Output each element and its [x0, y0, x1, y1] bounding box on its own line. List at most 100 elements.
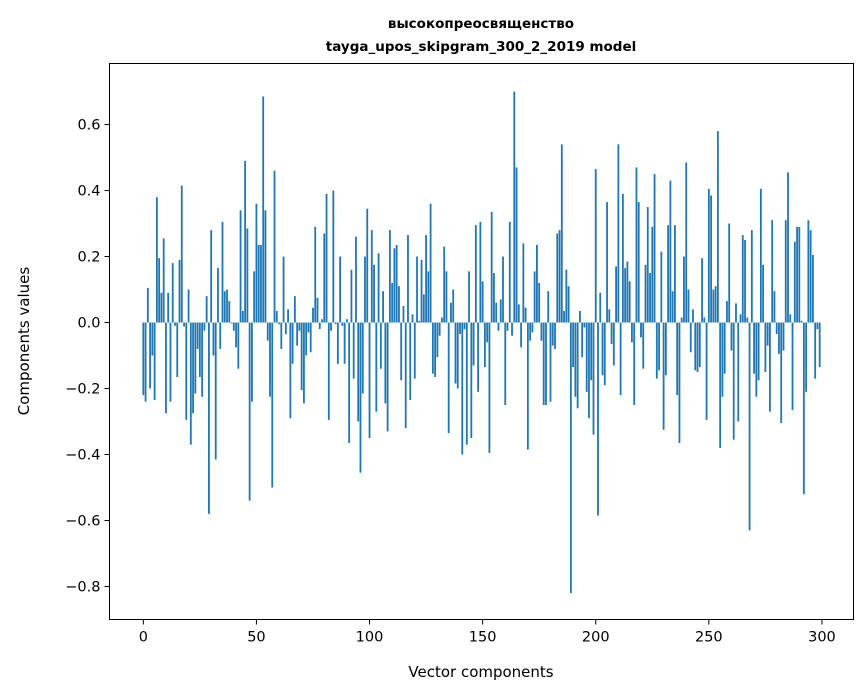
bar-component-264: [739, 314, 742, 323]
bar-component-285: [787, 172, 789, 323]
bar-component-2: [146, 287, 149, 323]
bar-component-151: [483, 322, 486, 368]
ticks-group: 0 50 100 150 200 250 300 −0.8 −0.6 −0.4 −0.2 0.0 0.2…: [65, 118, 836, 646]
bar-component-297: [814, 322, 817, 379]
bar-component-25: [198, 322, 201, 377]
bar-component-73: [307, 322, 310, 333]
bar-component-39: [230, 322, 233, 324]
bar-component-143: [465, 322, 468, 445]
bar-component-276: [766, 322, 769, 346]
bar-component-124: [422, 294, 425, 323]
bar-component-203: [601, 322, 604, 376]
bar-component-234: [671, 291, 674, 323]
bar-component-205: [606, 202, 608, 323]
x-tick-label: 300: [808, 630, 836, 646]
bar-component-194: [581, 322, 584, 358]
bar-component-243: [692, 309, 694, 323]
bar-component-13: [171, 263, 174, 323]
bar-component-107: [384, 322, 387, 404]
bar-component-40: [232, 322, 235, 331]
bar-component-208: [612, 322, 615, 366]
bar-component-257: [723, 322, 726, 374]
bar-component-216: [631, 322, 633, 343]
bar-component-99: [366, 208, 369, 323]
x-tick-label: 250: [695, 630, 723, 646]
bar-component-38: [228, 301, 231, 323]
bar-component-189: [569, 322, 572, 594]
bar-component-200: [594, 169, 597, 323]
x-tick-label: 0: [139, 630, 148, 646]
bar-component-147: [474, 225, 477, 323]
bar-component-227: [655, 322, 658, 379]
bar-component-6: [155, 197, 158, 323]
bar-component-274: [762, 264, 765, 323]
bar-component-71: [303, 322, 305, 404]
bar-component-68: [296, 322, 299, 346]
bar-component-35: [221, 221, 224, 323]
bar-component-105: [379, 322, 382, 369]
bar-component-24: [196, 322, 199, 349]
bar-component-286: [789, 314, 792, 323]
bar-component-87: [339, 256, 342, 323]
bar-component-206: [608, 309, 611, 323]
bar-component-113: [398, 286, 400, 323]
bar-component-14: [174, 322, 176, 326]
bar-component-299: [818, 322, 821, 368]
bar-component-136: [450, 302, 452, 323]
bar-component-27: [203, 322, 206, 331]
bar-component-133: [443, 246, 446, 323]
y-axis-label: Components values: [15, 267, 33, 416]
bar-component-277: [769, 322, 771, 412]
bar-component-86: [336, 322, 339, 364]
bar-component-137: [452, 289, 455, 323]
y-tick-label: 0.0: [77, 316, 100, 332]
y-tick-label: −0.8: [65, 580, 100, 596]
bar-component-213: [624, 268, 627, 323]
bar-component-126: [427, 271, 430, 323]
x-tick-label: 100: [356, 630, 384, 646]
bar-component-172: [531, 322, 534, 333]
bar-component-185: [560, 144, 563, 323]
bar-component-121: [416, 256, 418, 323]
bar-component-178: [545, 322, 547, 406]
bar-component-79: [321, 319, 323, 323]
bar-component-191: [574, 322, 577, 397]
bar-component-184: [558, 230, 561, 323]
bar-component-175: [538, 282, 541, 323]
bar-component-247: [701, 258, 703, 323]
bar-component-233: [669, 180, 672, 323]
bar-component-212: [621, 193, 624, 323]
bar-component-164: [513, 91, 516, 323]
bar-component-111: [393, 248, 396, 323]
bar-component-146: [472, 322, 475, 366]
bar-component-214: [626, 261, 629, 323]
bar-component-229: [660, 251, 663, 323]
bar-component-130: [436, 322, 439, 358]
bar-component-273: [759, 188, 762, 323]
bar-component-248: [703, 317, 706, 323]
bar-component-235: [674, 225, 676, 323]
bar-component-197: [588, 322, 590, 419]
bar-component-237: [678, 322, 681, 443]
bar-component-139: [456, 322, 459, 389]
bar-component-41: [235, 322, 237, 348]
bar-component-255: [719, 322, 722, 448]
bar-component-281: [778, 322, 780, 354]
bar-component-171: [529, 322, 532, 341]
chart-title-line-2: tayga_upos_skipgram_300_2_2019 model: [326, 39, 637, 55]
bar-component-161: [506, 322, 509, 331]
bar-component-42: [237, 322, 240, 369]
bar-component-138: [454, 322, 457, 384]
bar-component-17: [180, 185, 183, 323]
bar-component-149: [479, 221, 482, 323]
bar-component-33: [217, 268, 219, 323]
bar-component-288: [793, 241, 796, 323]
bar-component-177: [542, 322, 545, 406]
bar-component-30: [210, 230, 213, 323]
bar-component-122: [418, 320, 421, 323]
bar-component-22: [192, 322, 194, 414]
bar-component-128: [431, 322, 434, 374]
bar-component-192: [576, 322, 579, 409]
bar-component-134: [445, 271, 448, 323]
bar-component-110: [391, 282, 394, 323]
